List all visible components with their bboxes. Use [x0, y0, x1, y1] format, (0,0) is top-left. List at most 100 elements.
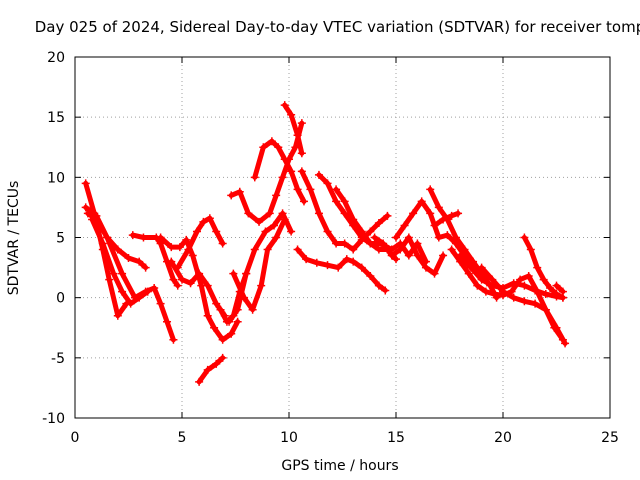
- data-point-arc-25: [466, 263, 475, 272]
- data-point-arc-12: [263, 245, 272, 254]
- data-point-arc-14: [267, 137, 276, 146]
- data-point-arc-13: [235, 187, 244, 196]
- data-point-arc-14: [250, 173, 259, 182]
- x-tick-label: 25: [601, 430, 619, 446]
- data-point-arc-23: [430, 221, 439, 230]
- data-point-arc-11: [250, 245, 259, 254]
- data-point-arc-11: [242, 269, 251, 278]
- series-arc-11: [226, 210, 294, 325]
- data-point-arc-20: [430, 269, 439, 278]
- data-point-arc-14: [259, 143, 268, 152]
- data-point-arc-1: [113, 311, 122, 320]
- data-point-arc-7: [212, 299, 221, 308]
- data-point-arc-20: [396, 245, 405, 254]
- data-point-arc-6: [233, 317, 242, 326]
- data-point-arc-15: [297, 149, 306, 158]
- data-point-arc-18: [323, 179, 332, 188]
- data-point-arc-27: [533, 263, 542, 272]
- data-point-arc-16: [349, 257, 358, 266]
- data-point-arc-4: [98, 239, 107, 248]
- data-point-arc-21: [409, 209, 418, 218]
- series-arc-9: [196, 355, 226, 385]
- data-point-arc-7: [178, 275, 186, 284]
- data-point-arc-16: [374, 281, 383, 290]
- data-point-arc-2: [81, 203, 90, 212]
- data-point-arc-20: [404, 233, 413, 242]
- data-point-arc-24: [481, 287, 490, 296]
- data-point-arc-21: [392, 233, 400, 242]
- data-point-arc-17: [314, 209, 323, 218]
- data-point-arc-4: [126, 299, 135, 308]
- data-point-arc-19: [366, 239, 375, 248]
- data-point-arc-5: [128, 231, 137, 240]
- data-point-arc-22: [451, 233, 460, 242]
- data-point-arc-18: [392, 255, 400, 264]
- data-point-arc-26: [531, 299, 540, 308]
- data-point-arc-7: [195, 269, 204, 278]
- data-point-arc-12: [248, 305, 257, 314]
- data-point-arc-11: [225, 317, 234, 326]
- data-point-arc-4: [118, 287, 127, 296]
- data-point-arc-18: [340, 209, 349, 218]
- data-point-arc-18: [374, 245, 383, 254]
- data-point-arc-12: [272, 233, 281, 242]
- data-point-arc-6: [188, 251, 197, 260]
- data-point-arc-16: [323, 261, 332, 270]
- data-point-arc-2: [169, 335, 178, 344]
- data-point-arc-8: [205, 214, 214, 223]
- data-point-arc-20: [370, 233, 379, 242]
- data-point-arc-4: [143, 287, 152, 296]
- data-point-arc-27: [526, 245, 535, 254]
- data-point-arc-18: [314, 170, 323, 179]
- data-point-arc-17: [306, 185, 315, 194]
- data-point-arc-24: [490, 290, 499, 299]
- data-point-arc-8: [199, 217, 208, 226]
- data-point-arc-17: [383, 211, 392, 220]
- y-tick-label: -5: [51, 351, 65, 367]
- data-point-arc-16: [342, 255, 351, 264]
- chart-title: Day 025 of 2024, Sidereal Day-to-day VTE…: [35, 18, 640, 36]
- data-point-arc-14: [287, 167, 296, 176]
- data-point-arc-23: [447, 211, 456, 220]
- data-point-arc-9: [212, 359, 221, 368]
- data-point-arc-12: [257, 281, 266, 290]
- data-point-arc-11: [233, 305, 242, 314]
- data-point-arc-25: [531, 286, 540, 295]
- data-point-arc-26: [477, 263, 486, 272]
- data-point-arc-22: [426, 185, 435, 194]
- data-point-arc-27: [552, 290, 561, 299]
- data-point-arc-25: [456, 251, 465, 260]
- data-point-arc-26: [499, 287, 507, 296]
- data-point-arc-19: [332, 185, 341, 194]
- series-arc-16: [295, 247, 388, 293]
- data-point-arc-6: [182, 235, 191, 244]
- data-point-arc-27: [520, 233, 529, 242]
- data-point-arc-6: [218, 335, 227, 344]
- data-point-arc-5: [169, 275, 178, 284]
- data-point-arc-26: [488, 275, 497, 284]
- data-point-arc-13: [255, 217, 264, 226]
- data-point-arc-8: [184, 245, 193, 254]
- data-point-arc-19: [340, 197, 349, 206]
- data-point-arc-6: [175, 243, 184, 252]
- data-point-arc-22: [460, 245, 469, 254]
- data-point-arc-20: [387, 251, 396, 260]
- series-arc-13: [228, 120, 305, 225]
- data-point-arc-28: [552, 281, 561, 290]
- data-point-arc-20: [439, 251, 448, 260]
- data-point-arc-8: [212, 227, 221, 236]
- data-point-arc-12: [240, 293, 249, 302]
- data-point-arc-7: [167, 257, 176, 266]
- data-point-arc-16: [334, 263, 343, 272]
- data-point-arc-2: [150, 284, 159, 293]
- data-point-arc-17: [374, 219, 383, 228]
- y-tick-label: 5: [56, 231, 65, 247]
- data-point-arc-20: [421, 263, 430, 272]
- y-tick-label: 0: [56, 291, 65, 307]
- data-point-arc-5: [173, 281, 182, 290]
- data-point-arc-11: [261, 227, 270, 236]
- data-point-arc-3: [113, 245, 122, 254]
- data-point-arc-21: [443, 231, 452, 240]
- data-point-arc-25: [477, 275, 486, 284]
